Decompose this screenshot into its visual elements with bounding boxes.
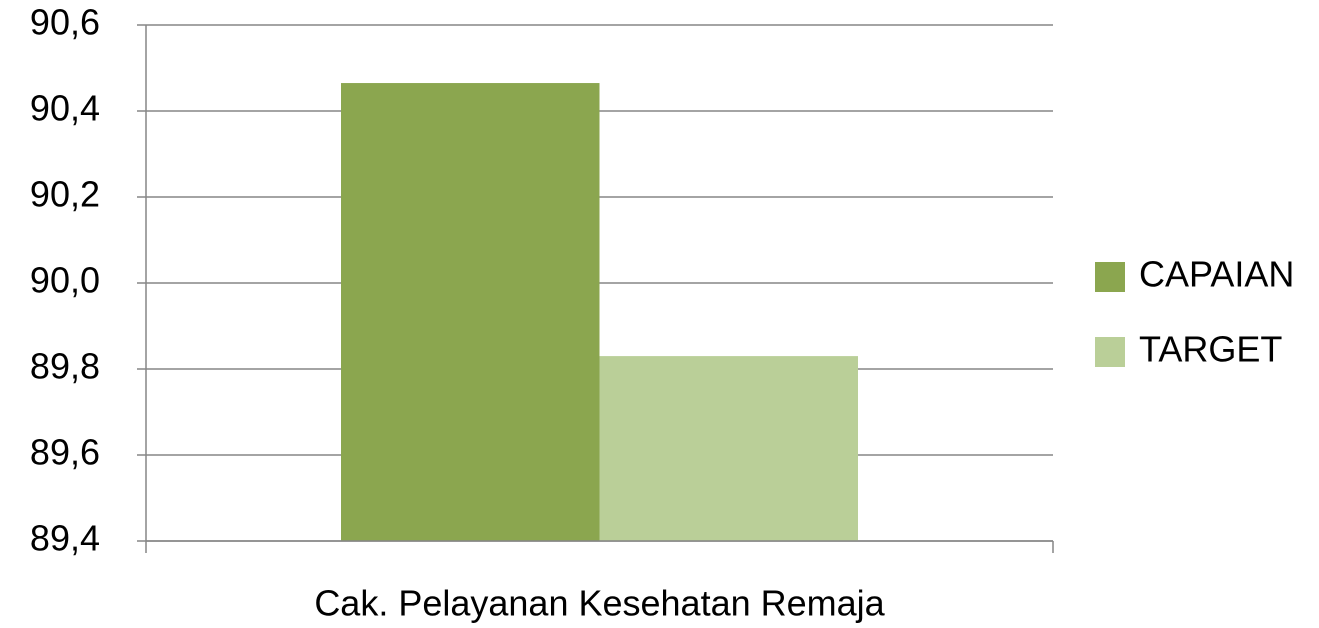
legend-label: CAPAIAN (1139, 254, 1294, 295)
y-tick-label: 89,8 (30, 346, 100, 387)
y-tick-label: 90,2 (30, 174, 100, 215)
y-tick-label: 90,6 (30, 2, 100, 43)
legend-swatch (1095, 337, 1125, 367)
legend-swatch (1095, 262, 1125, 292)
y-tick-label: 90,4 (30, 88, 100, 129)
bar (599, 356, 858, 541)
y-tick-label: 89,6 (30, 432, 100, 473)
y-tick-label: 89,4 (30, 518, 100, 559)
legend-label: TARGET (1139, 329, 1282, 370)
y-tick-label: 90,0 (30, 260, 100, 301)
x-tick-label: Cak. Pelayanan Kesehatan Remaja (314, 583, 885, 624)
bar (341, 83, 600, 542)
